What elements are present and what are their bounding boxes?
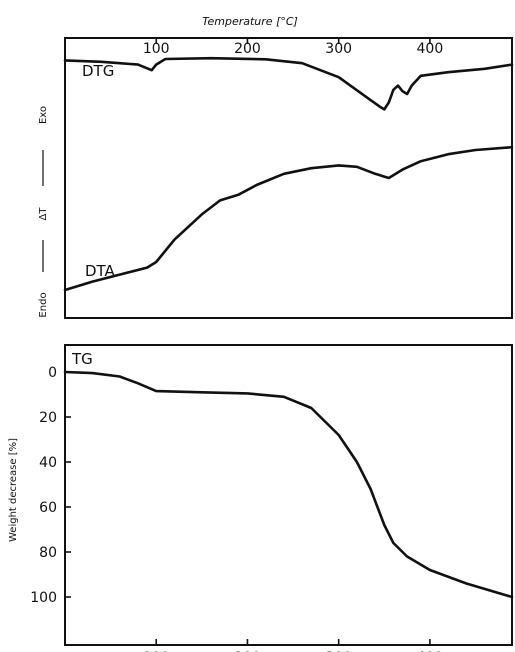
bottom-tick-label-200: 200: [234, 650, 261, 652]
endo-label: Endo: [38, 292, 49, 317]
top-tick-label-200: 200: [234, 41, 261, 57]
bottom-tick-label-300: 300: [325, 650, 352, 652]
x-axis-title: Temperature [°C]: [202, 15, 298, 28]
tg-y-axis-title: Weight decrease [%]: [8, 438, 19, 542]
curve-dta: [63, 145, 514, 292]
y-tick-label-20: 20: [39, 410, 57, 426]
thermal-panel-frame: [64, 37, 513, 319]
top-tick-label-400: 400: [417, 41, 444, 57]
top-tick-label-300: 300: [325, 41, 352, 57]
y-tick-label-80: 80: [39, 545, 57, 561]
exo-label: Exo: [38, 106, 49, 124]
label-tg: TG: [71, 350, 93, 368]
y-tick-label-0: 0: [48, 365, 57, 381]
label-dtg: DTG: [82, 62, 114, 80]
y-tick-label-100: 100: [30, 590, 57, 606]
y-tick-label-60: 60: [39, 500, 57, 516]
label-dta: DTA: [85, 262, 116, 280]
delta-t-label: ΔT: [38, 207, 49, 221]
bottom-tick-label-400: 400: [417, 650, 444, 652]
y-tick-label-40: 40: [39, 455, 57, 471]
delta-t-axis-label: Endo ΔT Exo: [38, 106, 49, 318]
curve-dtg: [63, 56, 514, 111]
bottom-tick-label-100: 100: [143, 650, 170, 652]
tg-panel-frame: [64, 344, 513, 646]
top-tick-label-100: 100: [143, 41, 170, 57]
curve-tg: [63, 370, 514, 599]
